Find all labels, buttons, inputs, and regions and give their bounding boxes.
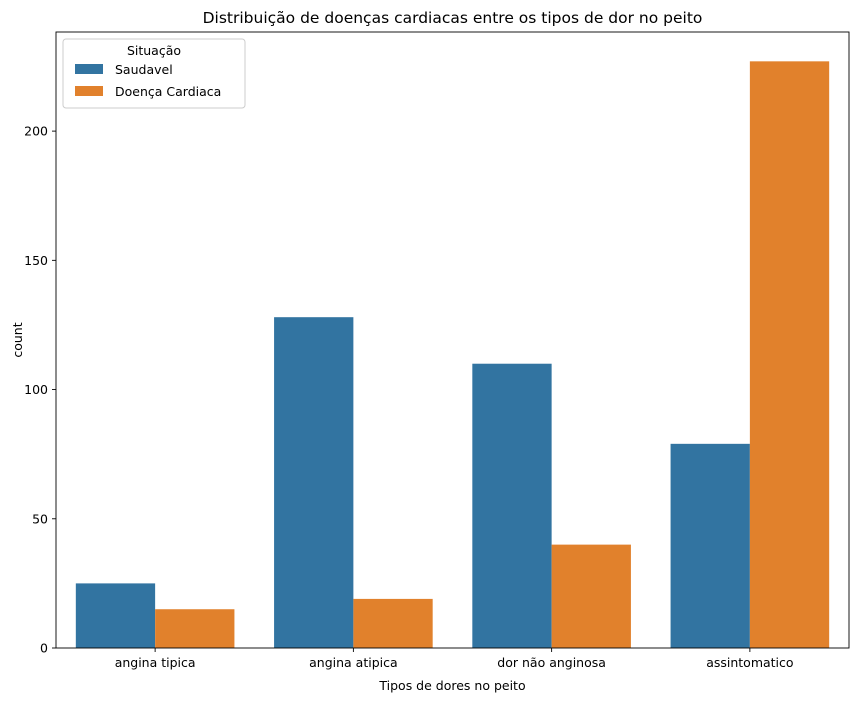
- bar-doenca-cardiaca-angina-tipica: [155, 609, 235, 648]
- bar-saudavel-angina-atipica: [274, 317, 354, 648]
- bar-doenca-cardiaca-dor-nao-anginosa: [551, 544, 631, 648]
- x-tick-label-dor-nao-anginosa: dor não anginosa: [497, 655, 606, 670]
- x-axis-label: Tipos de dores no peito: [378, 678, 525, 693]
- bar-doenca-cardiaca-assintomatico: [749, 61, 830, 649]
- x-axis: angina tipica angina atipica dor não angin…: [115, 648, 794, 670]
- x-tick-label-angina-tipica: angina tipica: [115, 655, 196, 670]
- legend-swatch-saudavel: [75, 64, 103, 74]
- legend: Situação Saudavel Doença Cardiaca: [62, 38, 246, 109]
- y-tick-label: 200: [24, 124, 48, 139]
- y-tick-label: 150: [24, 253, 48, 268]
- y-tick-label: 100: [24, 382, 48, 397]
- y-axis: 0 50 100 150 200: [24, 124, 56, 656]
- bars-layer: [75, 61, 830, 649]
- x-tick-label-angina-atipica: angina atipica: [309, 655, 398, 670]
- legend-box: [62, 38, 246, 109]
- legend-title: Situação: [127, 43, 181, 58]
- bar-saudavel-angina-tipica: [75, 583, 156, 648]
- bar-saudavel-assintomatico: [670, 443, 750, 648]
- y-axis-label: count: [10, 322, 25, 357]
- bar-doenca-cardiaca-angina-atipica: [353, 598, 433, 648]
- legend-label-doenca-cardiaca: Doença Cardiaca: [115, 84, 221, 99]
- legend-swatch-doenca-cardiaca: [75, 86, 103, 96]
- legend-label-saudavel: Saudavel: [115, 62, 173, 77]
- y-tick-label: 50: [32, 511, 48, 526]
- chart-title: Distribuição de doenças cardiacas entre …: [203, 9, 703, 27]
- bar-saudavel-dor-nao-anginosa: [472, 363, 552, 648]
- x-tick-label-assintomatico: assintomatico: [706, 655, 793, 670]
- y-tick-label: 0: [40, 641, 48, 656]
- plot-frame: [55, 31, 850, 649]
